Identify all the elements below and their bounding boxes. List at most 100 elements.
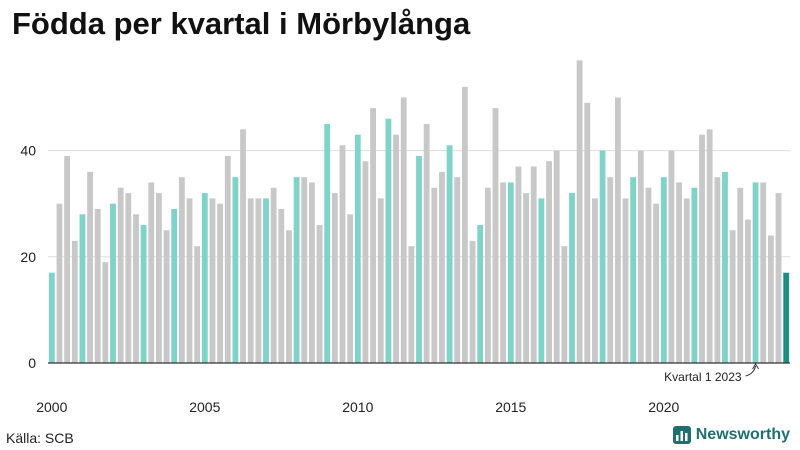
bar <box>79 214 86 363</box>
bar <box>737 187 744 363</box>
bar <box>683 198 690 363</box>
bar <box>454 177 461 363</box>
bar <box>87 171 93 363</box>
brand-logo: Newsworthy <box>672 426 790 444</box>
bar <box>186 198 193 363</box>
chart-logo-icon <box>672 426 691 444</box>
bar <box>102 262 109 363</box>
bar <box>729 230 736 363</box>
bar <box>263 198 269 363</box>
bar <box>423 124 430 363</box>
bar <box>385 118 392 363</box>
bar <box>324 124 331 363</box>
bar <box>377 198 384 363</box>
bar <box>431 187 438 363</box>
bar <box>316 224 323 363</box>
bar <box>148 182 155 363</box>
chart-title: Födda per kvartal i Mörbylånga <box>12 6 471 41</box>
bar <box>500 182 507 363</box>
x-tick-label: 2005 <box>189 399 220 415</box>
bar <box>117 187 124 363</box>
bar <box>125 193 132 363</box>
x-tick-label: 2015 <box>495 399 526 415</box>
bar <box>278 209 285 363</box>
bar <box>408 246 415 363</box>
bar <box>94 209 101 363</box>
bar <box>653 203 660 363</box>
bar <box>286 230 292 363</box>
bar <box>469 240 476 363</box>
bar <box>347 214 354 363</box>
source-label: Källa: SCB <box>6 430 74 446</box>
bar <box>224 155 231 363</box>
bar <box>599 150 606 363</box>
bar <box>301 177 308 363</box>
bar <box>507 182 514 363</box>
bar <box>592 198 598 363</box>
x-axis-ticks: 2000 2005 2010 2015 2020 <box>36 399 679 415</box>
bar <box>530 166 537 363</box>
bar <box>56 203 63 363</box>
bar <box>163 230 170 363</box>
annotation-arrow <box>745 365 757 377</box>
bar <box>767 235 774 363</box>
bar <box>416 155 422 363</box>
bar <box>614 97 621 363</box>
bar <box>477 224 484 363</box>
bar <box>706 129 713 363</box>
bar <box>714 177 721 363</box>
x-tick-label: 2020 <box>648 399 679 415</box>
bar <box>393 134 399 363</box>
bar <box>760 182 767 363</box>
bar <box>676 182 682 363</box>
bar <box>569 193 575 363</box>
bar <box>370 108 377 363</box>
bar <box>110 203 116 363</box>
bar <box>645 187 652 363</box>
bar <box>668 150 675 363</box>
bar <box>201 193 208 363</box>
x-tick-label: 2000 <box>36 399 67 415</box>
bar <box>546 161 552 363</box>
bar <box>722 171 728 363</box>
bar <box>745 219 751 363</box>
y-axis-ticks: 0 20 40 <box>20 143 36 371</box>
annotation: Kvartal 1 2023 <box>664 363 760 384</box>
bar <box>630 177 637 363</box>
bar <box>354 134 361 363</box>
y-tick-label: 0 <box>28 355 36 371</box>
bar <box>247 198 254 363</box>
bar <box>775 193 782 363</box>
bar <box>309 182 315 363</box>
bar <box>240 129 246 363</box>
bar <box>178 177 185 363</box>
bar <box>255 198 262 363</box>
annotation-arrowhead <box>752 363 760 370</box>
bar <box>140 224 147 363</box>
bar <box>515 166 522 363</box>
bar <box>561 246 568 363</box>
bar <box>637 150 644 363</box>
y-tick-label: 40 <box>20 143 36 159</box>
bar <box>48 272 55 363</box>
bar <box>584 102 591 364</box>
bar <box>133 214 139 363</box>
annotation-label: Kvartal 1 2023 <box>664 370 742 384</box>
bar <box>660 177 667 363</box>
bar <box>523 193 529 363</box>
bar <box>484 187 491 363</box>
bar <box>622 198 629 363</box>
bar <box>270 187 277 363</box>
bar <box>691 187 698 363</box>
bar <box>156 193 162 363</box>
bar <box>783 272 790 363</box>
bar <box>538 198 545 363</box>
bar <box>553 150 560 363</box>
bar <box>439 171 445 363</box>
bar <box>461 86 468 364</box>
bar <box>699 134 705 363</box>
bar <box>217 203 224 363</box>
bars <box>48 60 790 364</box>
y-tick-label: 20 <box>20 249 36 265</box>
